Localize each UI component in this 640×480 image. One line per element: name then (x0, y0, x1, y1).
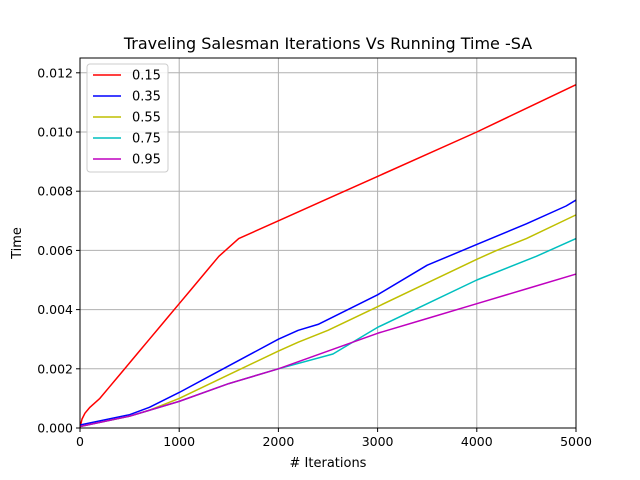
legend-box (86, 63, 169, 173)
series-line-0.55 (79, 214, 577, 428)
y-tick-label: 0.004 (37, 302, 73, 317)
legend: 0.15 0.35 0.55 0.75 0.95 (86, 63, 169, 173)
legend-label: 0.95 (132, 153, 161, 168)
x-tick-label: 3000 (362, 434, 394, 449)
chart-title: Traveling Salesman Iterations Vs Running… (123, 34, 532, 53)
x-tick-label: 0 (76, 434, 84, 449)
y-tick-label: 0.000 (37, 421, 73, 436)
series-lines (79, 83, 577, 429)
legend-items: 0.15 0.35 0.55 0.75 0.95 (93, 69, 161, 168)
y-tick-label: 0.012 (37, 65, 73, 80)
x-axis-ticks: 0 1000 2000 3000 4000 5000 (76, 428, 592, 449)
y-tick-label: 0.006 (37, 243, 73, 258)
x-tick-label: 5000 (560, 434, 592, 449)
series-line-0.15 (79, 83, 577, 429)
y-tick-label: 0.002 (37, 361, 73, 376)
legend-label: 0.35 (132, 90, 161, 105)
y-tick-label: 0.010 (37, 125, 73, 140)
y-axis-ticks: 0.000 0.002 0.004 0.006 0.008 0.010 0.012 (37, 65, 80, 436)
series-line-0.95 (79, 273, 577, 428)
plot-frame (79, 57, 577, 429)
y-tick-label: 0.008 (37, 184, 73, 199)
x-tick-label: 4000 (461, 434, 493, 449)
legend-label: 0.15 (132, 69, 161, 84)
x-axis-label: # Iterations (290, 456, 367, 471)
y-axis-label: Time (10, 227, 25, 260)
x-tick-label: 1000 (163, 434, 195, 449)
legend-label: 0.55 (132, 111, 161, 126)
x-tick-label: 2000 (262, 434, 294, 449)
legend-label: 0.75 (132, 132, 161, 147)
series-line-0.35 (79, 199, 577, 426)
